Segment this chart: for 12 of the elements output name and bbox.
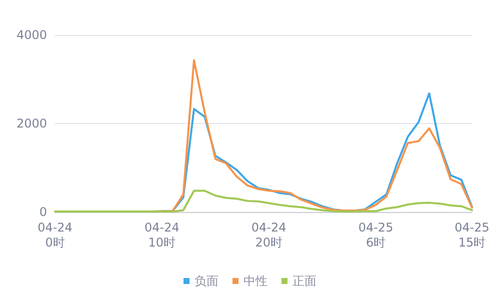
x-tick-label: 04-25 15时 <box>454 220 490 250</box>
legend-label: 中性 <box>244 274 268 288</box>
x-tick-label: 04-25 6时 <box>358 220 394 250</box>
line-series <box>54 190 473 213</box>
y-tick-label: 2000 <box>16 116 47 130</box>
x-tick-label: 04-24 10时 <box>144 220 180 250</box>
legend-label: 负面 <box>194 274 218 288</box>
x-tick-label: 04-24 20时 <box>251 220 286 250</box>
x-tick-label: 04-24 0时 <box>38 220 72 250</box>
y-tick-label: 0 <box>39 205 47 219</box>
legend-label: 正面 <box>292 274 316 288</box>
y-tick-label: 4000 <box>16 28 47 42</box>
